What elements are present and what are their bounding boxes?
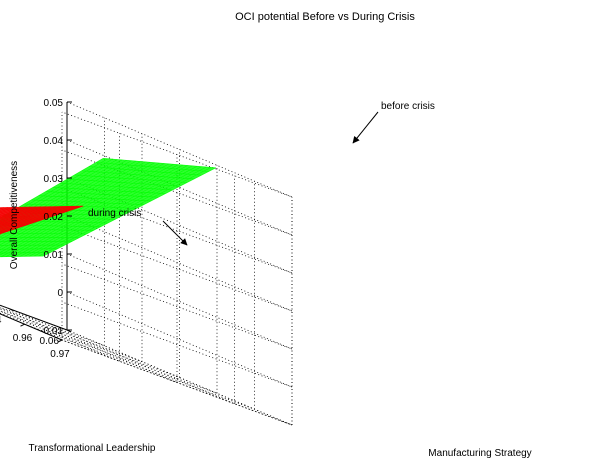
mesh-line	[0, 206, 70, 230]
mesh-line	[0, 206, 44, 222]
before-crisis-arrow	[352, 111, 379, 144]
grid-line	[61, 225, 293, 312]
mesh-line	[0, 206, 81, 234]
grid-line	[9, 308, 235, 405]
grid-line	[0, 310, 180, 378]
mesh-line	[0, 206, 28, 217]
mesh-line	[0, 206, 73, 231]
mesh-line	[0, 206, 51, 224]
axis-line	[0, 313, 63, 341]
mesh-line	[0, 255, 44, 258]
mesh-line	[0, 206, 47, 223]
z-axis-label: Overall Competitiveness	[9, 161, 20, 269]
mesh-line	[0, 205, 84, 235]
grid-line	[66, 139, 293, 236]
y-tick	[9, 308, 14, 312]
mesh-line	[0, 207, 16, 213]
mesh-line	[0, 206, 25, 216]
z-tick-label: 0.02	[44, 212, 64, 223]
tick-labels: 0.910.920.930.940.950.960.97-0.0200.020.…	[0, 98, 72, 360]
mesh-line	[0, 206, 75, 232]
mesh-line	[0, 206, 58, 227]
grid-line	[0, 308, 143, 363]
mesh-line	[0, 206, 61, 228]
mesh-line	[0, 206, 23, 215]
z-tick-label: 0.04	[44, 136, 64, 147]
z-tick-label: -0.01	[40, 326, 63, 337]
mesh-line	[0, 248, 58, 250]
during-crisis-arrow	[162, 220, 188, 246]
mesh-line	[0, 206, 36, 219]
mesh-line	[33, 166, 207, 257]
mesh-line	[0, 206, 53, 225]
mesh-line	[0, 205, 79, 233]
mesh-line	[0, 206, 37, 220]
mesh-line	[0, 206, 64, 228]
mesh-line	[29, 166, 202, 257]
mesh-line	[0, 206, 67, 229]
mesh-line	[0, 206, 32, 218]
mesh-line	[0, 206, 42, 221]
z-tick-label: 0.05	[44, 98, 64, 109]
during-crisis-annotation: during crisis	[88, 208, 141, 219]
y-tick-label: 0.04	[0, 315, 2, 326]
mesh-line	[0, 206, 30, 218]
x-axis-label: Manufacturing Strategy	[428, 448, 531, 459]
mesh-line	[0, 206, 56, 226]
mesh-line	[103, 158, 216, 169]
mesh-line	[0, 206, 28, 217]
grid-line	[61, 263, 293, 350]
grid-line	[0, 307, 178, 383]
mesh-line	[0, 206, 65, 229]
mesh-line	[0, 206, 60, 227]
grid-line	[66, 177, 293, 274]
mesh-line	[0, 206, 33, 219]
grid-line	[66, 101, 293, 198]
y-axis-label: Transformational Leadership	[29, 443, 156, 454]
mesh-line	[0, 206, 78, 233]
x-tick-label: 0.96	[13, 333, 33, 344]
grid-line	[61, 111, 293, 198]
grid-line	[61, 301, 293, 388]
grid-line	[61, 187, 293, 274]
grid-line	[66, 291, 293, 388]
x-tick-label: 0.97	[50, 349, 70, 360]
grid-line	[61, 149, 293, 236]
mesh-line	[0, 206, 74, 232]
y-tick-label: 0.06	[40, 336, 60, 347]
grid-line	[0, 310, 120, 362]
mesh-line	[43, 167, 216, 257]
axis-line	[0, 304, 68, 331]
grid-line	[66, 329, 293, 426]
mesh-line	[0, 206, 39, 220]
x-tick	[20, 323, 25, 327]
mesh-line	[0, 206, 42, 221]
z-tick-label: 0	[57, 288, 63, 299]
z-tick-label: 0.03	[44, 174, 64, 185]
mesh-line	[0, 207, 22, 215]
z-tick-label: 0.01	[44, 250, 64, 261]
mesh-line	[0, 206, 46, 223]
surfaces	[0, 158, 216, 258]
grid-line	[66, 215, 293, 312]
surface-during-crisis	[0, 205, 84, 235]
grid-line	[0, 312, 218, 394]
mesh-line	[0, 206, 70, 230]
mesh-line	[0, 206, 50, 224]
mesh-line	[0, 206, 18, 214]
before-crisis-annotation: before crisis	[381, 101, 435, 112]
chart-title: OCI potential Before vs During Crisis	[235, 11, 415, 23]
mesh-line	[0, 252, 51, 254]
mesh-line	[0, 206, 56, 226]
grid-line	[66, 253, 293, 350]
x-tick	[57, 339, 63, 343]
grid-line	[61, 339, 293, 426]
grid-lines	[0, 101, 293, 426]
mesh-line	[0, 205, 84, 235]
mesh-line	[0, 207, 19, 214]
mesh-line	[38, 167, 212, 257]
